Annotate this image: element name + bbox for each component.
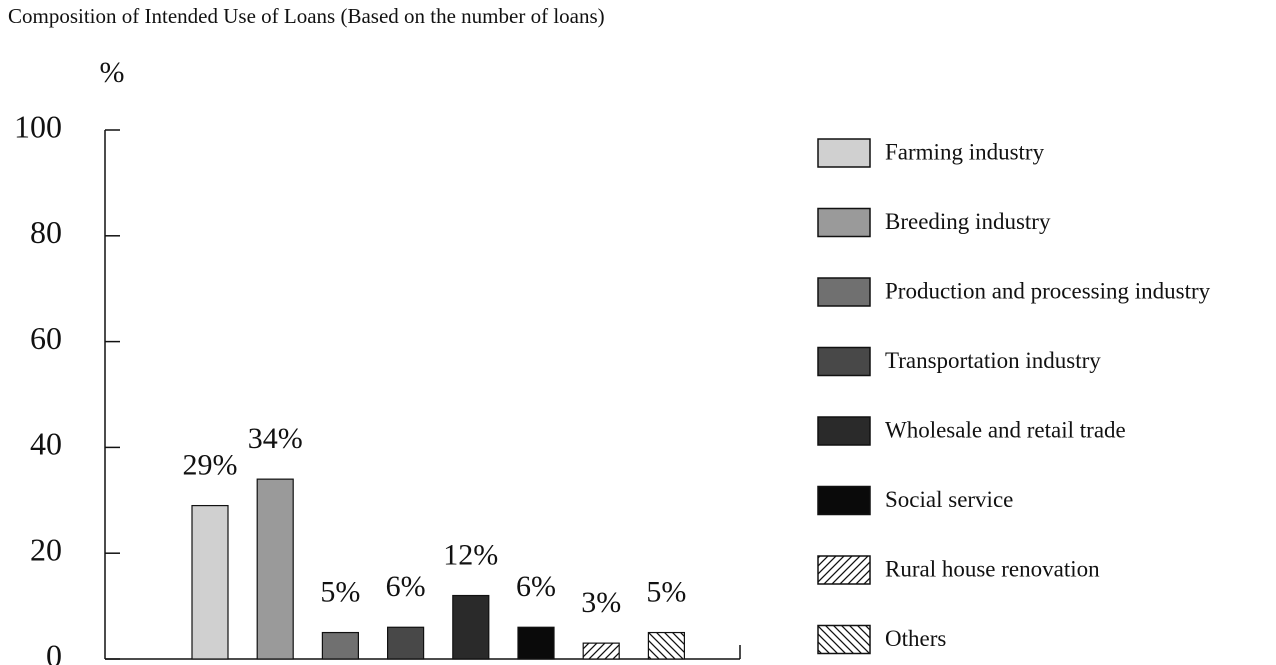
legend-label: Wholesale and retail trade <box>885 417 1126 442</box>
legend-swatch <box>817 485 871 516</box>
y-tick-label: 40 <box>30 426 62 462</box>
legend-label: Others <box>885 626 946 651</box>
bar <box>517 626 555 660</box>
bar <box>256 478 294 660</box>
legend-label: Farming industry <box>885 139 1045 164</box>
legend-swatch <box>817 138 871 168</box>
legend-label: Transportation industry <box>885 348 1101 373</box>
bar <box>647 631 686 660</box>
legend-swatch <box>817 277 871 307</box>
legend-label: Production and processing industry <box>885 278 1211 303</box>
chart-title: Composition of Intended Use of Loans (Ba… <box>8 4 605 28</box>
bar <box>387 626 425 660</box>
data-label: 12% <box>443 538 498 571</box>
data-label: 3% <box>581 586 621 619</box>
data-label: 6% <box>516 570 556 603</box>
legend-label: Rural house renovation <box>885 556 1100 581</box>
legend-swatch <box>817 416 871 446</box>
data-label: 6% <box>386 570 426 603</box>
bar <box>452 594 490 660</box>
legend-swatch <box>817 624 871 655</box>
bar <box>582 642 620 660</box>
data-label: 5% <box>320 575 360 608</box>
legend-label: Social service <box>885 487 1013 512</box>
data-label: 29% <box>183 448 238 481</box>
y-tick-label: 80 <box>30 214 62 250</box>
bar <box>321 631 359 660</box>
bar <box>191 504 229 660</box>
y-tick-label: 100 <box>14 108 62 144</box>
legend-label: Breeding industry <box>885 209 1051 234</box>
legend-swatch <box>817 555 871 585</box>
legend-swatch <box>817 346 871 377</box>
y-tick-label: 20 <box>30 532 62 568</box>
data-label: 34% <box>248 422 303 455</box>
y-tick-label: 60 <box>30 320 62 356</box>
y-tick-label: 0 <box>46 637 62 665</box>
data-label: 5% <box>646 575 686 608</box>
y-axis-label: % <box>100 56 125 89</box>
legend-swatch <box>817 207 871 238</box>
